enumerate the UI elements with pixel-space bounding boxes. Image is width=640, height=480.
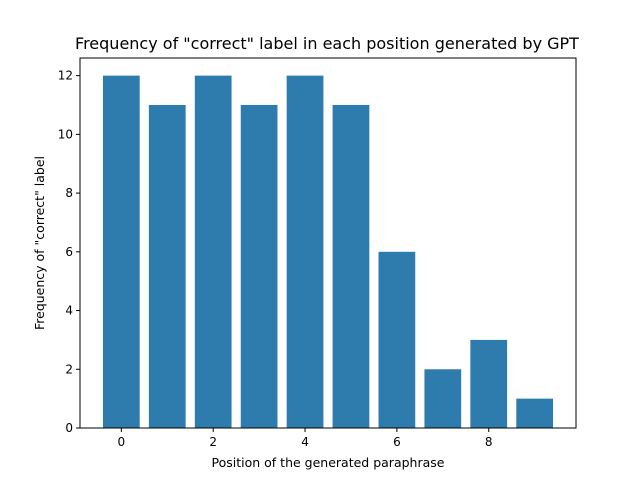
x-tick-label: 6 — [393, 435, 401, 449]
y-tick-label: 4 — [65, 304, 73, 318]
y-axis-label: Frequency of "correct" label — [32, 156, 47, 330]
x-tick-label: 4 — [301, 435, 309, 449]
y-tick-label: 2 — [65, 362, 73, 376]
y-tick-label: 10 — [58, 127, 73, 141]
bar-position-5 — [332, 104, 370, 428]
bar-position-7 — [424, 369, 462, 428]
bar-position-8 — [470, 339, 508, 428]
y-axis-ticks: 0 2 4 6 8 10 12 — [58, 69, 80, 435]
bars-group — [102, 75, 554, 428]
plot-frame — [79, 57, 577, 429]
bar-position-3 — [240, 104, 278, 428]
bar-position-1 — [148, 104, 186, 428]
x-axis-label: Position of the generated paraphrase — [212, 455, 445, 470]
y-tick-label: 12 — [58, 69, 73, 83]
x-tick-label: 0 — [118, 435, 126, 449]
x-tick-label: 8 — [485, 435, 493, 449]
bar-position-6 — [378, 251, 416, 428]
bar-position-4 — [286, 75, 324, 428]
bar-position-2 — [194, 75, 232, 428]
y-tick-label: 0 — [65, 421, 73, 435]
y-tick-label: 6 — [65, 245, 73, 259]
x-axis-ticks: 0 2 4 6 8 — [118, 428, 493, 449]
y-tick-label: 8 — [65, 186, 73, 200]
bar-position-0 — [102, 75, 140, 428]
bar-position-9 — [516, 398, 554, 428]
chart-title: Frequency of "correct" label in each pos… — [75, 34, 579, 53]
x-tick-label: 2 — [209, 435, 217, 449]
